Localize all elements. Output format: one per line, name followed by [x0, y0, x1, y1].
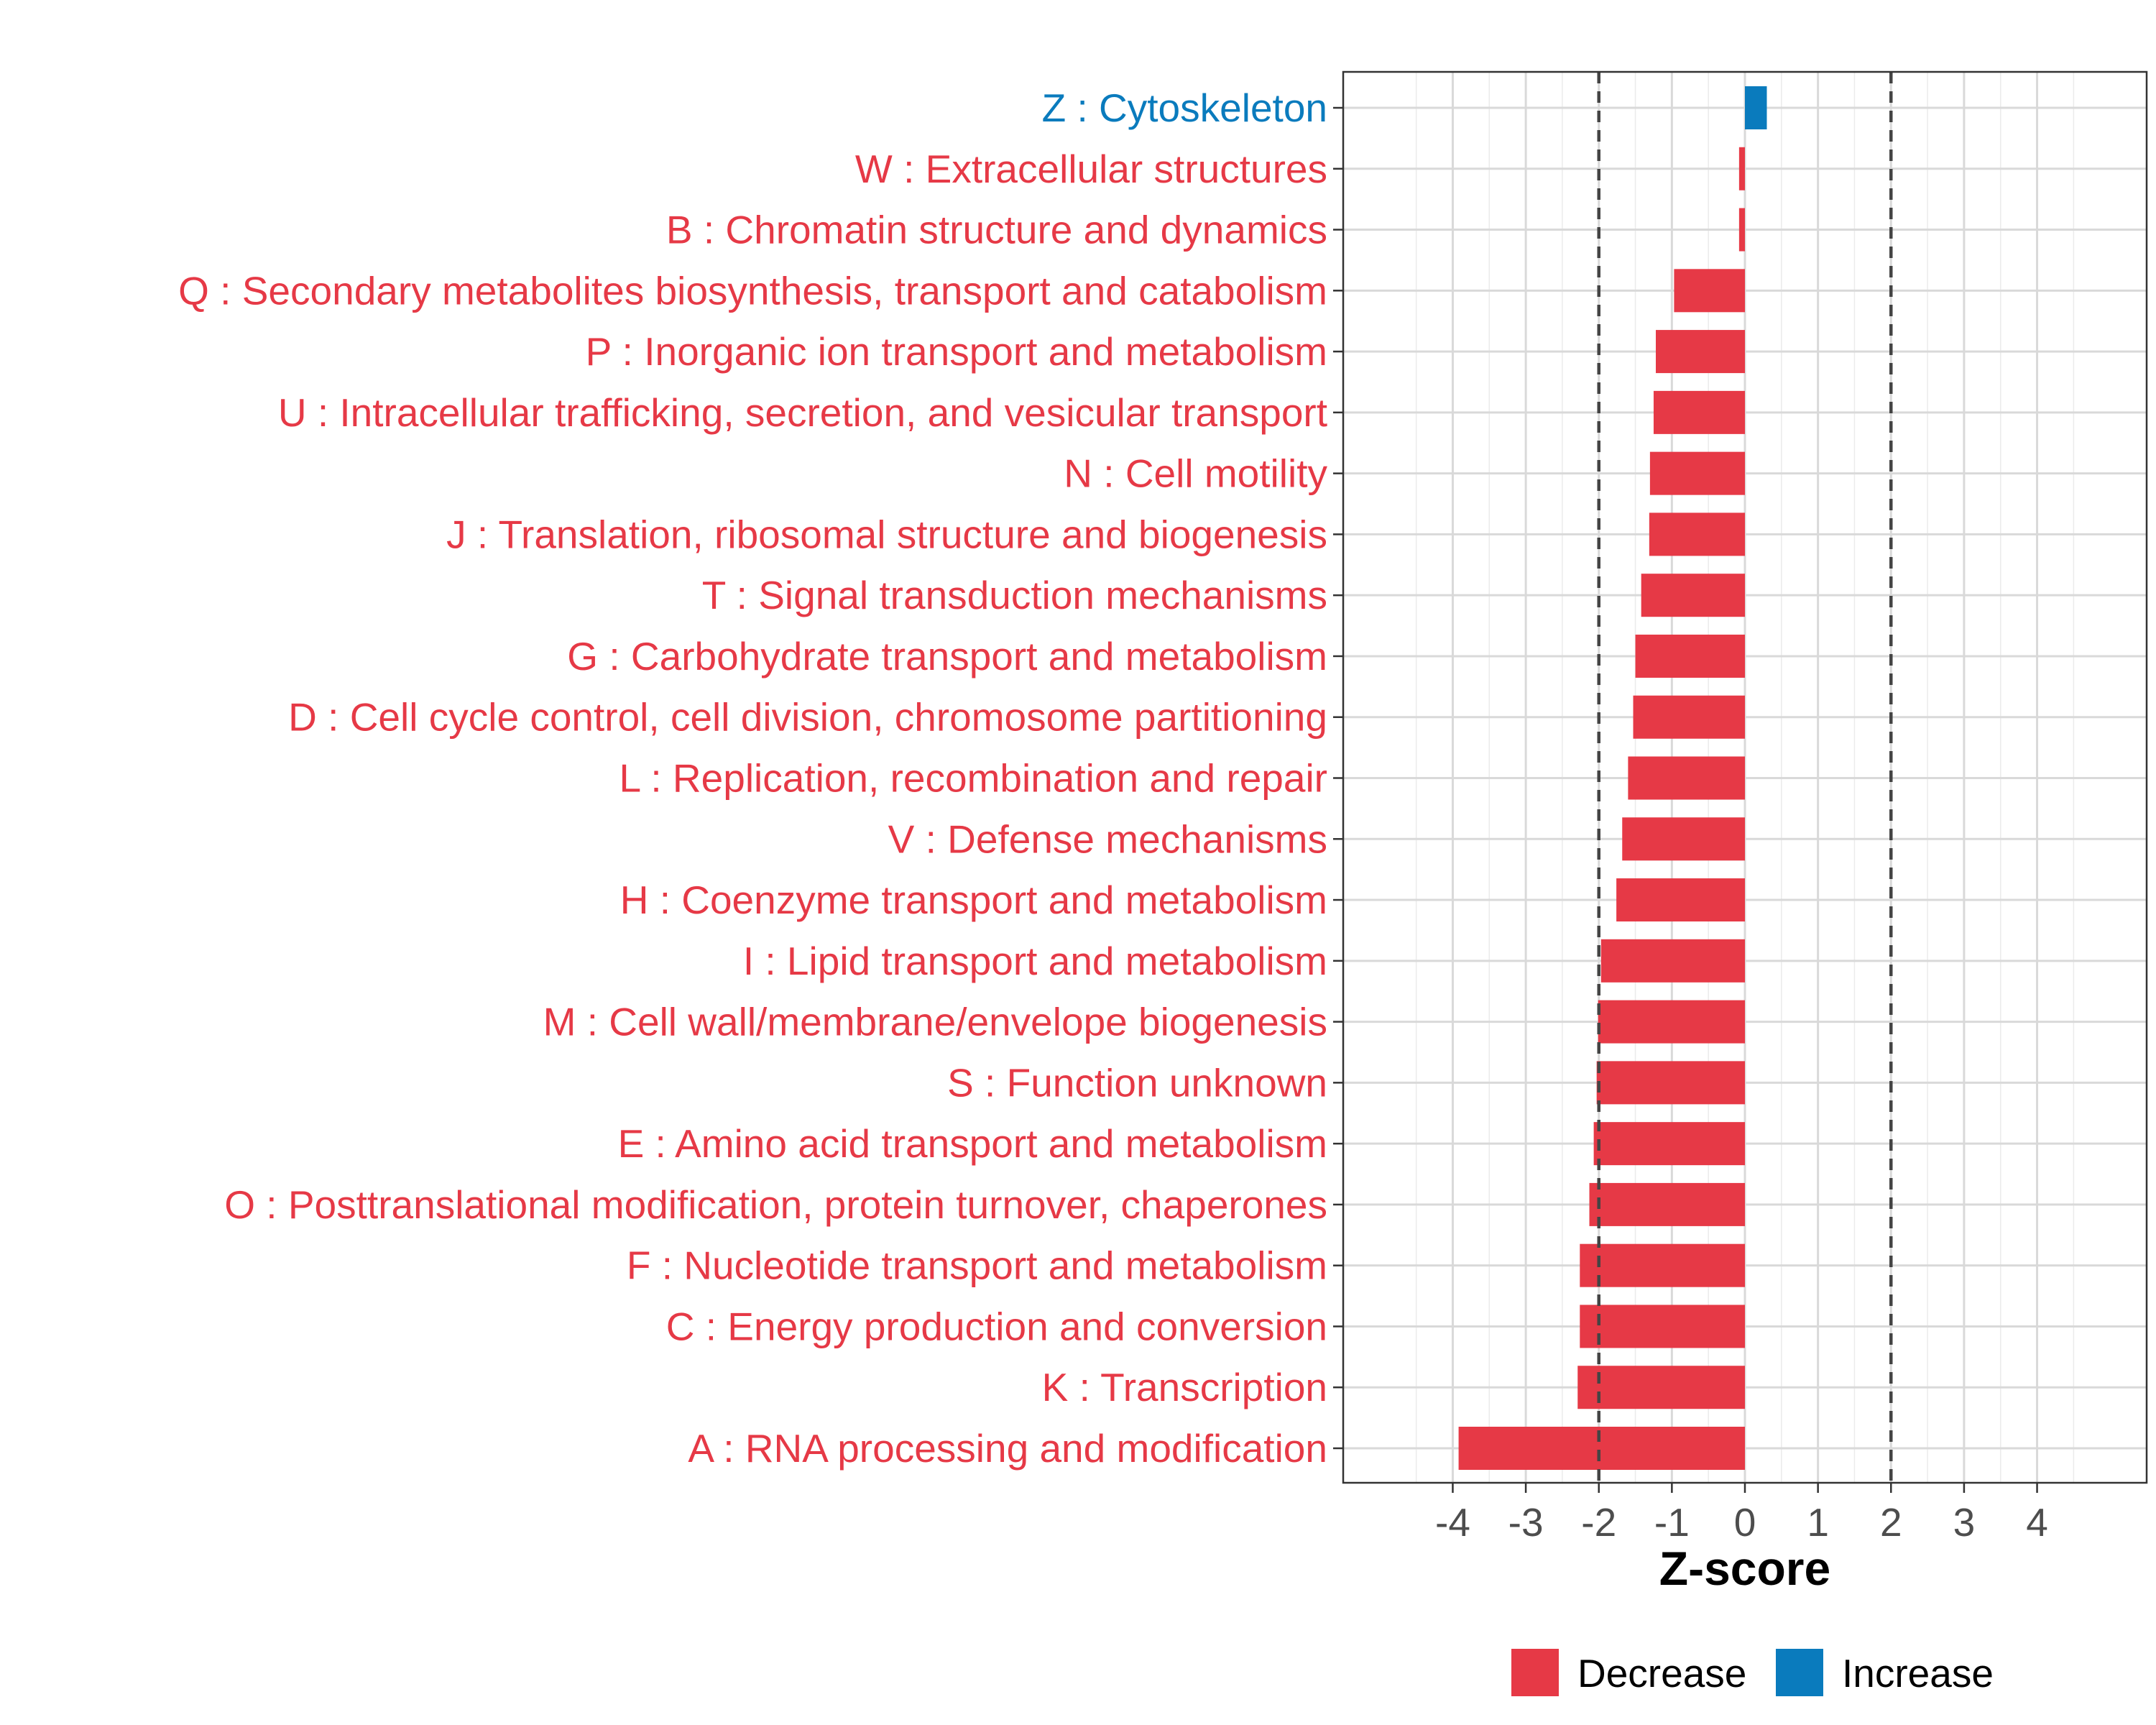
x-axis-title: Z-score: [1659, 1542, 1830, 1595]
category-label-a-rna-processing-and-modification: A : RNA processing and modification: [688, 1426, 1327, 1471]
category-label-q-secondary-metabolites-biosynthesis-transport-and-catabolism: Q : Secondary metabolites biosynthesis, …: [178, 268, 1327, 313]
bar-l-replication-recombination-and-repair: [1628, 756, 1745, 800]
category-label-b-chromatin-structure-and-dynamics: B : Chromatin structure and dynamics: [666, 208, 1327, 252]
bar-z-cytoskeleton: [1745, 86, 1767, 129]
legend-key-increase: [1776, 1649, 1823, 1696]
x-tick-label: 4: [2026, 1500, 2048, 1545]
bar-d-cell-cycle-control-cell-division-chromosome-partitioning: [1633, 695, 1745, 739]
category-label-w-extracellular-structures: W : Extracellular structures: [855, 147, 1327, 191]
x-axis-ticks: -4 -3 -2 -1 0 1 2 3 4: [1435, 1483, 2048, 1545]
category-label-f-nucleotide-transport-and-metabolism: F : Nucleotide transport and metabolism: [627, 1243, 1327, 1288]
bar-j-translation-ribosomal-structure-and-biogenesis: [1649, 512, 1745, 556]
legend-key-decrease: [1511, 1649, 1559, 1696]
y-axis-labels: Z : Cytoskeleton W : Extracellular struct…: [178, 86, 1327, 1471]
legend-label-decrease: Decrease: [1577, 1651, 1746, 1696]
bar-k-transcription: [1577, 1366, 1745, 1409]
x-tick-label: 2: [1880, 1500, 1902, 1545]
category-label-d-cell-cycle-control-cell-division-chromosome-partitioning: D : Cell cycle control, cell division, c…: [288, 695, 1327, 740]
category-label-i-lipid-transport-and-metabolism: I : Lipid transport and metabolism: [743, 939, 1327, 983]
category-label-n-cell-motility: N : Cell motility: [1064, 451, 1327, 496]
bar-s-function-unknown: [1596, 1061, 1745, 1105]
bar-q-secondary-metabolites-biosynthesis-transport-and-catabolism: [1674, 269, 1745, 313]
bar-i-lipid-transport-and-metabolism: [1600, 939, 1745, 983]
category-label-k-transcription: K : Transcription: [1042, 1365, 1327, 1409]
category-label-h-coenzyme-transport-and-metabolism: H : Coenzyme transport and metabolism: [620, 878, 1327, 922]
category-label-p-inorganic-ion-transport-and-metabolism: P : Inorganic ion transport and metaboli…: [586, 329, 1327, 374]
category-label-m-cell-wall-membrane-envelope-biogenesis: M : Cell wall/membrane/envelope biogenes…: [543, 1000, 1327, 1044]
category-label-s-function-unknown: S : Function unknown: [947, 1060, 1327, 1105]
bar-a-rna-processing-and-modification: [1458, 1427, 1745, 1470]
x-tick-label: 1: [1807, 1500, 1829, 1545]
bar-f-nucleotide-transport-and-metabolism: [1580, 1243, 1745, 1287]
legend-label-increase: Increase: [1842, 1651, 1994, 1696]
y-axis-ticks: [1333, 106, 1343, 1450]
bar-t-signal-transduction-mechanisms: [1641, 574, 1745, 617]
bar-b-chromatin-structure-and-dynamics: [1738, 208, 1745, 252]
category-label-v-defense-mechanisms: V : Defense mechanisms: [888, 816, 1327, 861]
bar-u-intracellular-trafficking-secretion-and-vesicular-transport: [1653, 390, 1745, 434]
category-label-g-carbohydrate-transport-and-metabolism: G : Carbohydrate transport and metabolis…: [567, 634, 1327, 678]
category-label-t-signal-transduction-mechanisms: T : Signal transduction mechanisms: [702, 573, 1327, 617]
bar-m-cell-wall-membrane-envelope-biogenesis: [1598, 1000, 1745, 1044]
bar-e-amino-acid-transport-and-metabolism: [1593, 1122, 1745, 1166]
x-tick-label: -1: [1654, 1500, 1690, 1545]
legend: Decrease Increase: [1511, 1649, 1994, 1696]
category-label-j-translation-ribosomal-structure-and-biogenesis: J : Translation, ribosomal structure and…: [446, 512, 1327, 556]
reference-lines: [1597, 72, 1893, 1483]
bar-h-coenzyme-transport-and-metabolism: [1616, 878, 1745, 922]
category-label-e-amino-acid-transport-and-metabolism: E : Amino acid transport and metabolism: [618, 1121, 1327, 1166]
category-label-l-replication-recombination-and-repair: L : Replication, recombination and repai…: [619, 756, 1327, 801]
bar-w-extracellular-structures: [1738, 147, 1745, 190]
category-label-u-intracellular-trafficking-secretion-and-vesicular-transport: U : Intracellular trafficking, secretion…: [278, 390, 1327, 435]
x-tick-label: -4: [1435, 1500, 1470, 1545]
bar-v-defense-mechanisms: [1622, 817, 1745, 861]
category-label-z-cytoskeleton: Z : Cytoskeleton: [1042, 86, 1327, 130]
bar-c-energy-production-and-conversion: [1580, 1305, 1745, 1348]
x-tick-label: -3: [1508, 1500, 1544, 1545]
x-tick-label: -2: [1581, 1500, 1616, 1545]
bar-o-posttranslational-modification-protein-turnover-chaperones: [1589, 1182, 1745, 1226]
bar-g-carbohydrate-transport-and-metabolism: [1635, 634, 1745, 678]
x-tick-label: 3: [1953, 1500, 1976, 1545]
category-label-o-posttranslational-modification-protein-turnover-chaperones: O : Posttranslational modification, prot…: [224, 1182, 1327, 1227]
bars: [1458, 86, 1767, 1470]
category-label-c-energy-production-and-conversion: C : Energy production and conversion: [666, 1304, 1327, 1348]
bar-n-cell-motility: [1649, 451, 1745, 495]
x-tick-label: 0: [1734, 1500, 1756, 1545]
bar-p-inorganic-ion-transport-and-metabolism: [1656, 330, 1745, 374]
